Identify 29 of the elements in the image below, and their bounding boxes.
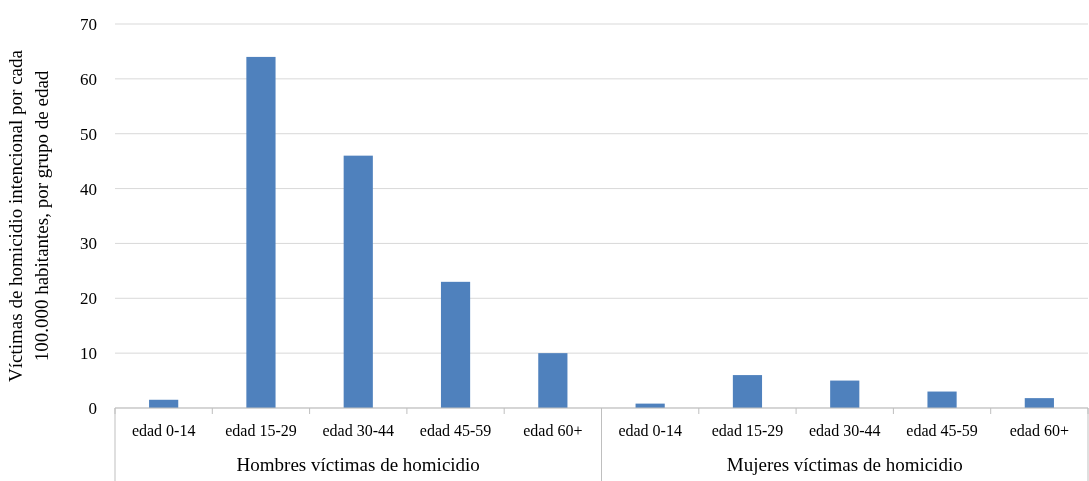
x-tick-label: edad 0-14 bbox=[618, 422, 682, 439]
bar bbox=[927, 391, 957, 408]
x-tick-label: edad 45-59 bbox=[906, 422, 978, 439]
x-tick-label: edad 15-29 bbox=[711, 422, 784, 439]
text: Hombres víctimas de homicidio bbox=[236, 454, 480, 475]
y-tick-label: 50 bbox=[80, 124, 97, 144]
bar bbox=[830, 380, 860, 408]
x-tick-label: edad 60+ bbox=[1009, 422, 1069, 439]
x-tick-label: edad 30-44 bbox=[322, 422, 395, 439]
y-tick-label: 10 bbox=[80, 344, 97, 364]
bar bbox=[538, 353, 568, 408]
y-tick-label: 60 bbox=[80, 69, 97, 89]
x-tick-label: edad 45-59 bbox=[419, 422, 492, 439]
y-axis-title: Víctimas de homicidio intencional por cada 100.000 habitantes, por grupo de edad bbox=[5, 49, 52, 382]
bar bbox=[732, 375, 763, 408]
text: Mujeres víctimas de homicidio bbox=[726, 454, 963, 475]
y-tick-label: 20 bbox=[80, 289, 97, 309]
x-tick-label: edad 15-29 bbox=[225, 422, 297, 439]
bar bbox=[440, 281, 471, 408]
x-tick-label: edad 0-14 bbox=[131, 422, 196, 439]
y-tick-label: 70 bbox=[80, 14, 97, 34]
y-tick-label: 40 bbox=[80, 179, 97, 199]
y-tick-label: 30 bbox=[80, 234, 97, 254]
x-tick-label: edad 60+ bbox=[523, 422, 583, 439]
x-tick-label: edad 30-44 bbox=[808, 422, 881, 439]
y-tick-label: 0 bbox=[88, 398, 97, 418]
bar bbox=[1024, 398, 1054, 408]
bar bbox=[246, 56, 276, 408]
bar bbox=[343, 155, 373, 408]
